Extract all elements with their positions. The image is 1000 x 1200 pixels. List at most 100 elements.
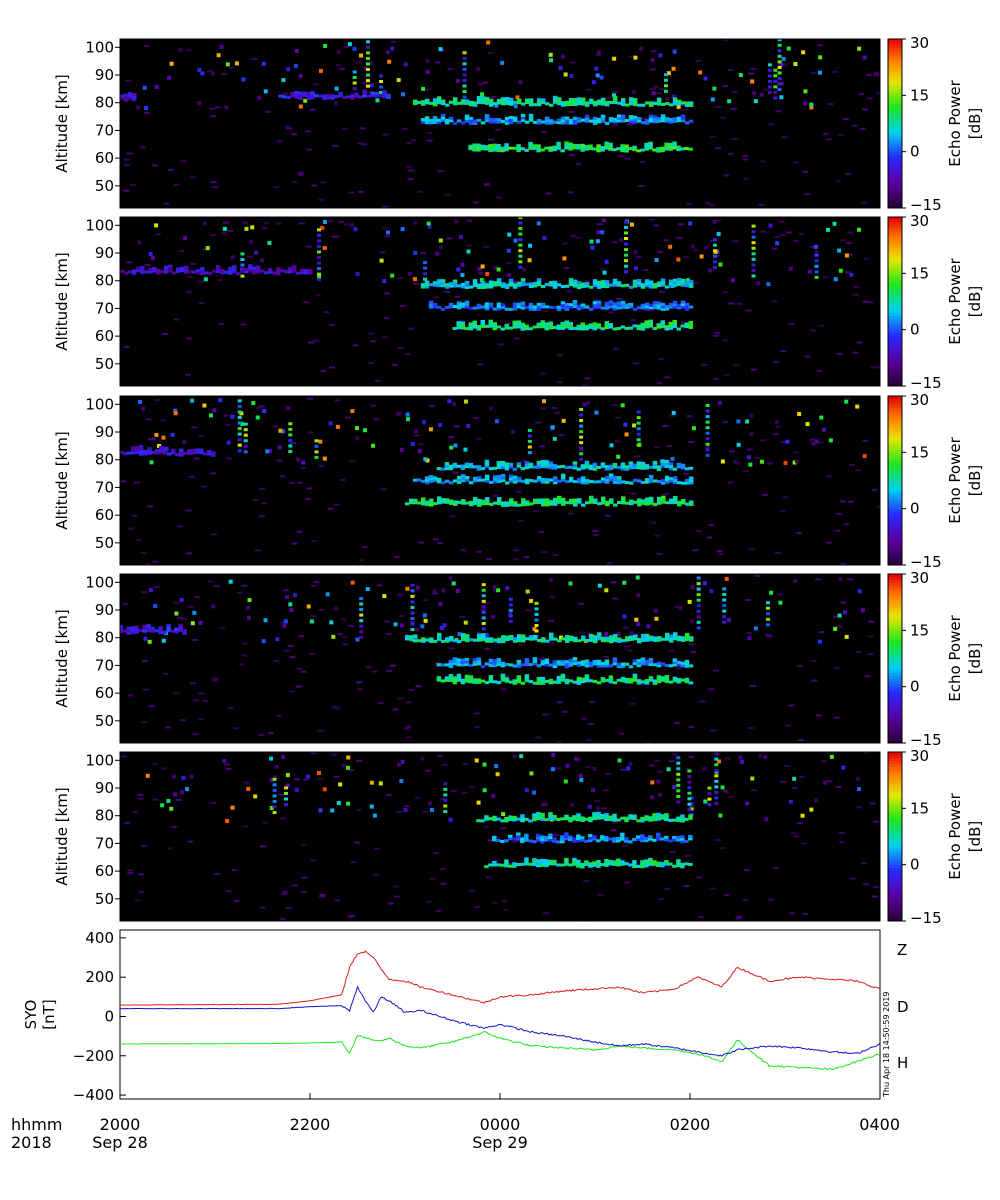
layer-cell bbox=[644, 480, 650, 484]
layer-cell bbox=[612, 860, 617, 864]
layer-cell bbox=[568, 283, 574, 287]
streak-cell bbox=[777, 39, 782, 42]
layer-cell bbox=[429, 503, 434, 507]
noise-cell bbox=[448, 436, 455, 439]
layer-cell bbox=[326, 94, 331, 98]
noise-cell bbox=[570, 234, 577, 237]
layer-cell bbox=[540, 837, 545, 841]
sporadic-echo-cell bbox=[568, 581, 573, 586]
layer-cell bbox=[656, 306, 662, 310]
sporadic-echo-cell bbox=[305, 774, 310, 779]
colorbar-segment bbox=[888, 658, 902, 662]
layer-cell bbox=[256, 265, 261, 269]
layer-cell bbox=[592, 322, 597, 326]
layer-cell bbox=[492, 281, 498, 285]
noise-cell bbox=[504, 322, 511, 325]
streak-cell bbox=[623, 264, 628, 268]
noise-cell bbox=[804, 355, 811, 358]
streak-cell bbox=[365, 40, 370, 44]
layer-cell bbox=[688, 147, 693, 151]
colorbar-segment bbox=[888, 895, 902, 899]
sporadic-echo-cell bbox=[317, 274, 322, 279]
layer-cell bbox=[640, 480, 646, 484]
noise-cell bbox=[186, 509, 193, 512]
layer-cell bbox=[432, 120, 438, 124]
noise-cell bbox=[519, 643, 526, 646]
noise-cell bbox=[542, 713, 549, 716]
streak-cell bbox=[243, 433, 248, 437]
layer-cell bbox=[174, 630, 179, 634]
streak-cell bbox=[722, 598, 727, 602]
colorbar-segment bbox=[888, 407, 902, 411]
noise-cell bbox=[310, 540, 317, 543]
noise-cell bbox=[385, 670, 392, 673]
layer-cell bbox=[556, 118, 562, 122]
layer-cell bbox=[496, 148, 501, 152]
sporadic-echo-cell bbox=[336, 50, 341, 55]
layer-cell bbox=[528, 113, 534, 117]
sporadic-echo-cell bbox=[532, 790, 537, 795]
layer-cell bbox=[564, 307, 570, 311]
layer-cell bbox=[660, 320, 665, 324]
layer-cell bbox=[532, 815, 537, 819]
streak-cell bbox=[623, 242, 628, 246]
layer-cell bbox=[472, 121, 478, 125]
layer-cell bbox=[572, 121, 578, 125]
sporadic-echo-cell bbox=[189, 774, 194, 779]
layer-cell bbox=[672, 838, 677, 842]
noise-cell bbox=[349, 460, 356, 463]
layer-cell bbox=[596, 662, 602, 666]
layer-cell bbox=[620, 837, 625, 841]
layer-cell bbox=[358, 95, 363, 99]
noise-cell bbox=[198, 692, 205, 695]
layer-cell bbox=[676, 859, 681, 863]
noise-cell bbox=[273, 659, 280, 662]
noise-cell bbox=[291, 180, 298, 183]
colorbar-frame bbox=[887, 573, 903, 744]
layer-cell bbox=[580, 836, 585, 840]
layer-cell bbox=[648, 835, 653, 839]
layer-cell bbox=[632, 817, 637, 821]
layer-cell bbox=[552, 862, 557, 866]
layer-cell bbox=[568, 835, 573, 839]
noise-cell bbox=[617, 155, 624, 158]
noise-cell bbox=[642, 269, 649, 272]
colorbar-segment bbox=[888, 58, 902, 63]
layer-cell bbox=[648, 283, 654, 287]
noise-cell bbox=[276, 140, 283, 143]
layer-cell bbox=[588, 661, 594, 665]
layer-cell bbox=[354, 95, 359, 99]
sporadic-echo-cell bbox=[692, 426, 697, 431]
layer-cell bbox=[524, 663, 530, 667]
sporadic-echo-cell bbox=[476, 66, 481, 71]
sporadic-echo-cell bbox=[438, 422, 443, 427]
streak-cell bbox=[696, 593, 701, 597]
layer-cell bbox=[452, 97, 458, 101]
noise-cell bbox=[327, 220, 334, 223]
noise-cell bbox=[658, 290, 665, 293]
sporadic-echo-cell bbox=[649, 795, 654, 800]
colorbar-segment bbox=[888, 290, 902, 294]
colorbar-frame bbox=[887, 395, 903, 566]
colorbar-segment bbox=[888, 477, 902, 481]
sporadic-echo-cell bbox=[542, 399, 547, 404]
layer-cell bbox=[636, 479, 642, 483]
sporadic-echo-cell bbox=[779, 81, 784, 86]
layer-cell bbox=[146, 629, 151, 633]
layer-cell bbox=[476, 148, 481, 152]
layer-cell bbox=[31, 451, 36, 454]
colorbar-segment bbox=[888, 185, 902, 189]
noise-cell bbox=[410, 139, 417, 142]
streak-cell bbox=[534, 607, 539, 611]
layer-cell bbox=[264, 271, 269, 275]
layer-cell bbox=[171, 451, 176, 455]
layer-cell bbox=[520, 280, 526, 284]
layer-cell bbox=[596, 144, 601, 148]
layer-cell bbox=[680, 819, 685, 823]
layer-cell bbox=[548, 836, 553, 840]
y-tick-label: 70 bbox=[95, 656, 114, 674]
layer-cell bbox=[432, 478, 438, 482]
layer-cell bbox=[652, 862, 657, 866]
layer-cell bbox=[628, 461, 634, 465]
streak-cell bbox=[288, 450, 293, 454]
